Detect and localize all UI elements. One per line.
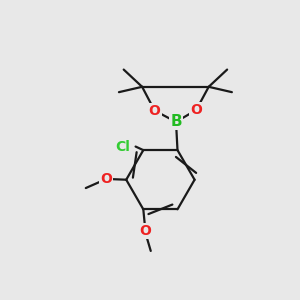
Text: O: O [139,224,151,238]
Text: O: O [190,103,202,117]
Text: Cl: Cl [116,140,130,154]
Text: O: O [100,172,112,186]
Text: B: B [170,114,182,129]
Text: O: O [149,103,161,118]
